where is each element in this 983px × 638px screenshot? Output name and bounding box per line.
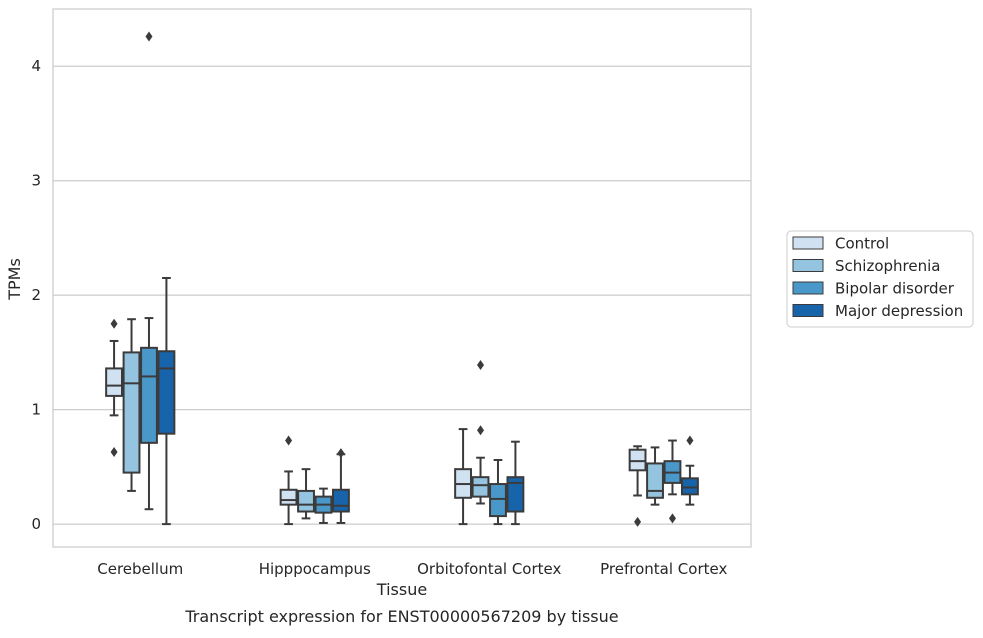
box — [122, 351, 141, 474]
x-tick-label: Cerebellum — [97, 560, 183, 578]
y-tick-label: 2 — [31, 286, 41, 304]
box — [628, 448, 647, 472]
legend-swatch — [792, 236, 824, 250]
legend-label: Bipolar disorder — [835, 280, 955, 298]
y-tick-label: 1 — [31, 401, 41, 419]
y-tick-label: 3 — [31, 172, 41, 190]
outlier-point — [668, 513, 676, 524]
outlier-point — [110, 318, 118, 329]
legend-swatch — [792, 281, 824, 295]
y-axis-ticks: 0 1 2 3 4 — [31, 57, 41, 533]
x-tick-label: Hipppocampus — [259, 560, 371, 578]
box — [140, 346, 158, 444]
legend-swatch — [792, 259, 824, 272]
x-axis-ticks: Cerebellum Hipppocampus Orbitofontal Corte… — [97, 560, 727, 578]
outlier-point — [110, 446, 118, 457]
outlier-point — [477, 359, 485, 370]
box — [105, 367, 124, 397]
box — [646, 462, 664, 499]
outlier-point — [686, 435, 694, 446]
y-axis-label: TPMs — [5, 258, 24, 301]
outlier-point — [634, 516, 642, 527]
outlier-point — [477, 425, 485, 436]
box — [157, 350, 176, 435]
legend: Control Schizophrenia Bipolar disorder Majo… — [786, 230, 974, 328]
box — [279, 488, 298, 506]
legend-label: Major depression — [835, 302, 963, 320]
x-tick-label: Orbitofontal Cortex — [417, 560, 561, 578]
box — [297, 489, 315, 513]
box — [506, 476, 525, 513]
legend-frame — [786, 230, 974, 328]
y-tick-label: 0 — [31, 515, 41, 533]
outlier-point — [337, 448, 345, 459]
series-2 — [140, 31, 682, 526]
box — [489, 483, 507, 518]
outlier-point — [285, 435, 293, 446]
series-1 — [122, 318, 664, 520]
plot-frame — [52, 8, 752, 548]
outlier-point — [145, 31, 153, 42]
box — [471, 476, 490, 498]
x-axis-label: Tissue — [376, 580, 427, 599]
series-0 — [105, 318, 647, 527]
chart-caption: Transcript expression for ENST0000056720… — [184, 607, 618, 626]
x-tick-label: Prefrontal Cortex — [600, 560, 727, 578]
box — [332, 488, 350, 513]
box — [681, 477, 699, 496]
y-tick-label: 4 — [31, 57, 41, 75]
legend-label: Schizophrenia — [835, 257, 940, 275]
legend-label: Control — [835, 235, 889, 253]
boxplot-series — [105, 31, 699, 527]
series-3 — [157, 277, 699, 526]
legend-swatch — [792, 304, 824, 317]
